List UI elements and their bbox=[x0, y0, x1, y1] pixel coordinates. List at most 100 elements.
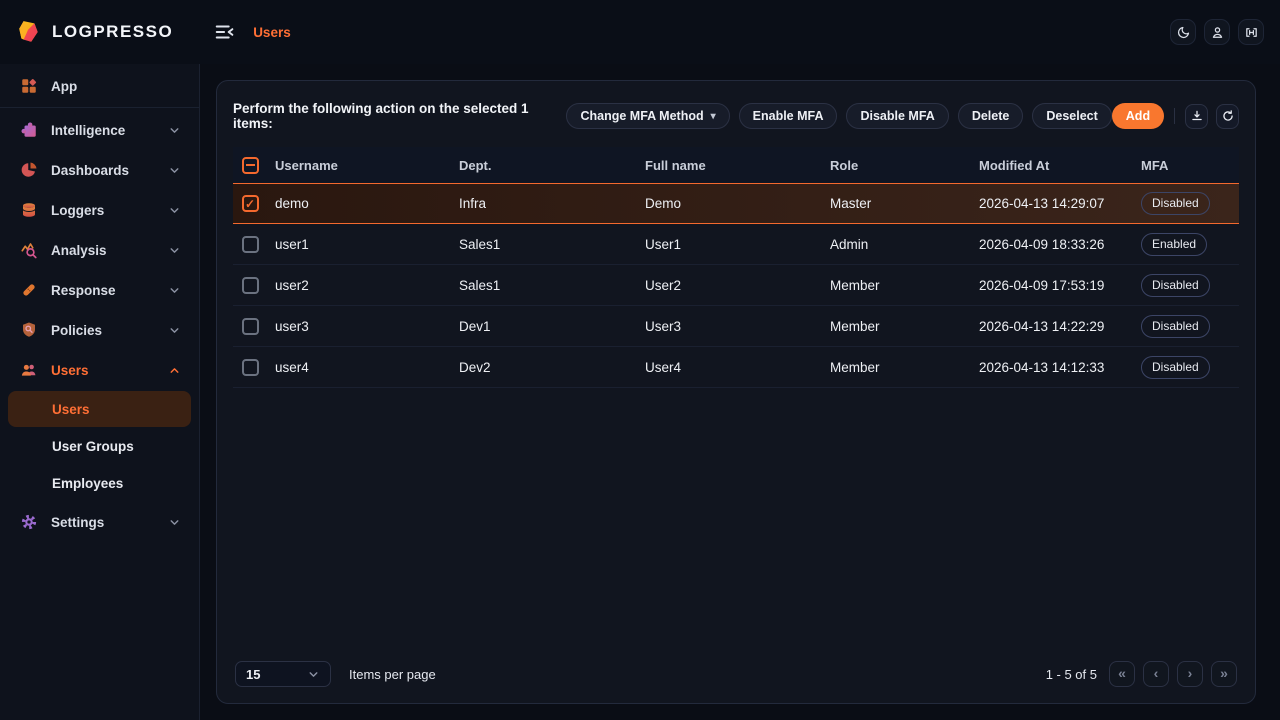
intelligence-icon bbox=[20, 121, 38, 139]
cell-mfa: Enabled bbox=[1141, 232, 1239, 256]
cell-full-name: User4 bbox=[645, 359, 682, 375]
sidebar-subitem-employees[interactable]: Employees bbox=[52, 475, 124, 491]
row-checkbox[interactable] bbox=[233, 358, 275, 376]
column-header-mfa[interactable]: MFA bbox=[1141, 157, 1169, 173]
cell-mfa: Disabled bbox=[1141, 273, 1239, 297]
column-header-modified-at[interactable]: Modified At bbox=[979, 157, 1050, 173]
cell-username: demo bbox=[275, 196, 309, 211]
prev-page-button[interactable]: ‹ bbox=[1143, 661, 1169, 687]
deselect-button[interactable]: Deselect bbox=[1032, 103, 1112, 129]
first-page-button[interactable]: « bbox=[1109, 661, 1135, 687]
sidebar-item-users[interactable]: Users bbox=[0, 350, 199, 390]
change-mfa-method-dropdown[interactable]: Change MFA Method ▾ bbox=[566, 103, 730, 129]
column-header-role[interactable]: Role bbox=[830, 157, 859, 173]
sidebar-item-app[interactable]: App bbox=[0, 66, 199, 106]
sidebar-item-label: Intelligence bbox=[51, 122, 126, 138]
mfa-status-badge: Enabled bbox=[1141, 232, 1208, 256]
disable-mfa-button[interactable]: Disable MFA bbox=[846, 103, 949, 129]
brand-name: LOGPRESSO bbox=[52, 22, 174, 41]
column-header-full-name[interactable]: Full name bbox=[645, 157, 706, 173]
row-checkbox[interactable] bbox=[233, 276, 275, 294]
cell-role: Admin bbox=[830, 236, 869, 252]
main-content: Perform the following action on the sele… bbox=[200, 64, 1280, 720]
chevron-down-icon: ▾ bbox=[710, 110, 716, 122]
add-button[interactable]: Add bbox=[1111, 103, 1165, 129]
cell-modified-at: 2026-04-13 14:29:07 bbox=[979, 196, 1105, 211]
selection-prompt: Perform the following action on the sele… bbox=[233, 101, 529, 131]
cell-dept: Dev2 bbox=[459, 359, 491, 375]
row-checkbox[interactable] bbox=[233, 195, 275, 212]
sidebar-subitem-users[interactable]: Users bbox=[8, 391, 191, 427]
table-header: Username Dept. Full name Role Modified At MFA bbox=[233, 147, 1239, 183]
cell-mfa: Disabled bbox=[1141, 355, 1239, 379]
chevron-down-icon bbox=[168, 124, 181, 137]
cell-role: Member bbox=[830, 277, 880, 293]
cell-username: user1 bbox=[275, 236, 309, 252]
mfa-status-badge: Disabled bbox=[1141, 192, 1210, 215]
cell-username: user4 bbox=[275, 359, 309, 375]
license-button[interactable] bbox=[1238, 19, 1264, 45]
refresh-button[interactable] bbox=[1216, 103, 1239, 129]
sidebar-item-policies[interactable]: Policies bbox=[0, 310, 199, 350]
cell-modified-at: 2026-04-09 18:33:26 bbox=[979, 236, 1105, 252]
unchecked-checkbox-icon bbox=[241, 235, 259, 253]
sidebar-item-analysis[interactable]: Analysis bbox=[0, 230, 199, 270]
column-header-dept[interactable]: Dept. bbox=[459, 157, 492, 173]
sidebar-item-settings[interactable]: Settings bbox=[0, 502, 199, 542]
chevron-down-icon bbox=[168, 516, 181, 529]
table-row[interactable]: demo Infra Demo Master 2026-04-13 14:29:07 Di… bbox=[233, 183, 1239, 224]
sidebar-item-label: Policies bbox=[51, 322, 103, 338]
table-row[interactable]: user4 Dev2 User4 Member 2026-04-13 14:12:33 D… bbox=[233, 347, 1239, 388]
items-per-page-value: 15 bbox=[246, 666, 261, 682]
select-all-checkbox[interactable] bbox=[233, 156, 275, 174]
cell-full-name: Demo bbox=[645, 196, 682, 211]
chevron-up-icon bbox=[168, 364, 181, 377]
policies-icon bbox=[20, 321, 38, 339]
chevron-down-icon bbox=[168, 204, 181, 217]
cell-dept: Sales1 bbox=[459, 277, 501, 293]
table-row[interactable]: user2 Sales1 User2 Member 2026-04-09 17:53:1… bbox=[233, 265, 1239, 306]
table-body: demo Infra Demo Master 2026-04-13 14:29:07 Di… bbox=[233, 183, 1239, 388]
table-row[interactable]: user3 Dev1 User3 Member 2026-04-13 14:22:29 D… bbox=[233, 306, 1239, 347]
pagination-range: 1 - 5 of 5 bbox=[1045, 666, 1097, 682]
items-per-page-select[interactable]: 15 bbox=[235, 661, 331, 687]
table-row[interactable]: user1 Sales1 User1 Admin 2026-04-09 18:33:26… bbox=[233, 224, 1239, 265]
topbar: LOGPRESSO Users bbox=[0, 0, 1280, 64]
sidebar-item-label: Dashboards bbox=[51, 162, 130, 178]
row-checkbox[interactable] bbox=[233, 317, 275, 335]
last-page-button[interactable]: » bbox=[1211, 661, 1237, 687]
row-checkbox[interactable] bbox=[233, 235, 275, 253]
sidebar-item-label: Analysis bbox=[51, 242, 107, 258]
sidebar-item-dashboards[interactable]: Dashboards bbox=[0, 150, 199, 190]
account-button[interactable] bbox=[1204, 19, 1230, 45]
collapse-sidebar-icon[interactable] bbox=[211, 18, 239, 46]
cell-role: Member bbox=[830, 318, 880, 334]
enable-mfa-button[interactable]: Enable MFA bbox=[738, 103, 838, 129]
sidebar-item-intelligence[interactable]: Intelligence bbox=[0, 110, 199, 150]
cell-full-name: User1 bbox=[645, 236, 682, 252]
pager: « ‹ › » bbox=[1109, 661, 1237, 687]
logo: LOGPRESSO bbox=[16, 19, 173, 45]
cell-modified-at: 2026-04-09 17:53:19 bbox=[979, 277, 1105, 293]
sidebar-item-response[interactable]: Response bbox=[0, 270, 199, 310]
divider bbox=[1174, 108, 1175, 124]
moon-icon bbox=[1176, 25, 1191, 40]
next-page-button[interactable]: › bbox=[1177, 661, 1203, 687]
column-header-username[interactable]: Username bbox=[275, 157, 338, 173]
download-button[interactable] bbox=[1185, 103, 1208, 129]
dropdown-label: Change MFA Method bbox=[580, 109, 704, 123]
logpresso-logo-icon bbox=[16, 19, 42, 45]
cell-role: Master bbox=[830, 196, 872, 211]
cell-role: Member bbox=[830, 359, 880, 375]
sidebar-item-label: Loggers bbox=[51, 202, 105, 218]
sidebar-subitem-user-groups[interactable]: User Groups bbox=[52, 438, 134, 454]
cell-modified-at: 2026-04-13 14:22:29 bbox=[979, 318, 1105, 334]
delete-button[interactable]: Delete bbox=[957, 103, 1024, 129]
users-card: Perform the following action on the sele… bbox=[216, 80, 1256, 704]
breadcrumb[interactable]: Users bbox=[253, 24, 291, 40]
sidebar-item-loggers[interactable]: Loggers bbox=[0, 190, 199, 230]
download-icon bbox=[1190, 109, 1204, 123]
cell-full-name: User2 bbox=[645, 277, 682, 293]
theme-toggle-button[interactable] bbox=[1170, 19, 1196, 45]
mfa-status-badge: Disabled bbox=[1141, 355, 1210, 379]
